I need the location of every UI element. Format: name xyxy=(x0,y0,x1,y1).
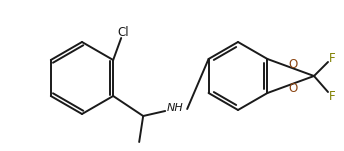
Text: O: O xyxy=(288,58,297,71)
Text: F: F xyxy=(329,90,335,103)
Text: Cl: Cl xyxy=(117,26,129,39)
Text: F: F xyxy=(329,51,335,64)
Text: O: O xyxy=(288,82,297,95)
Text: NH: NH xyxy=(167,103,184,113)
